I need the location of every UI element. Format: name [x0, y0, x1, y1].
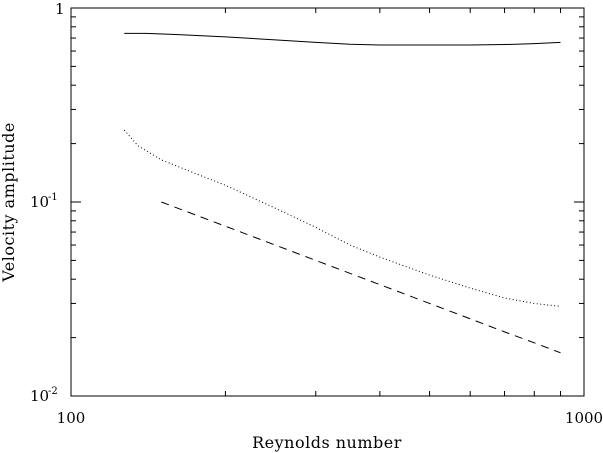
y-tick-label-exp: -2 [48, 386, 58, 397]
y-tick-label-base: 1 [55, 0, 65, 18]
y-tick-label-base: 10 [30, 193, 49, 211]
x-tick-label: 100 [57, 409, 86, 427]
y-tick-label: 1 [55, 0, 65, 18]
x-axis-label: Reynolds number [252, 433, 402, 452]
series-line-solid [124, 32, 561, 46]
x-tick-label: 1000 [565, 409, 603, 427]
series-line-dotted [123, 129, 561, 307]
series-line-dashed [161, 201, 561, 354]
y-axis-label: Velocity amplitude [0, 122, 18, 283]
y-tick-label: 10-1 [30, 192, 58, 211]
y-tick-label-base: 10 [30, 387, 49, 405]
series-layer [123, 32, 561, 354]
y-tick-label-exp: -1 [48, 192, 58, 203]
plot-frame [70, 7, 585, 397]
y-tick-label: 10-2 [30, 386, 58, 405]
ticks-layer [70, 7, 585, 397]
